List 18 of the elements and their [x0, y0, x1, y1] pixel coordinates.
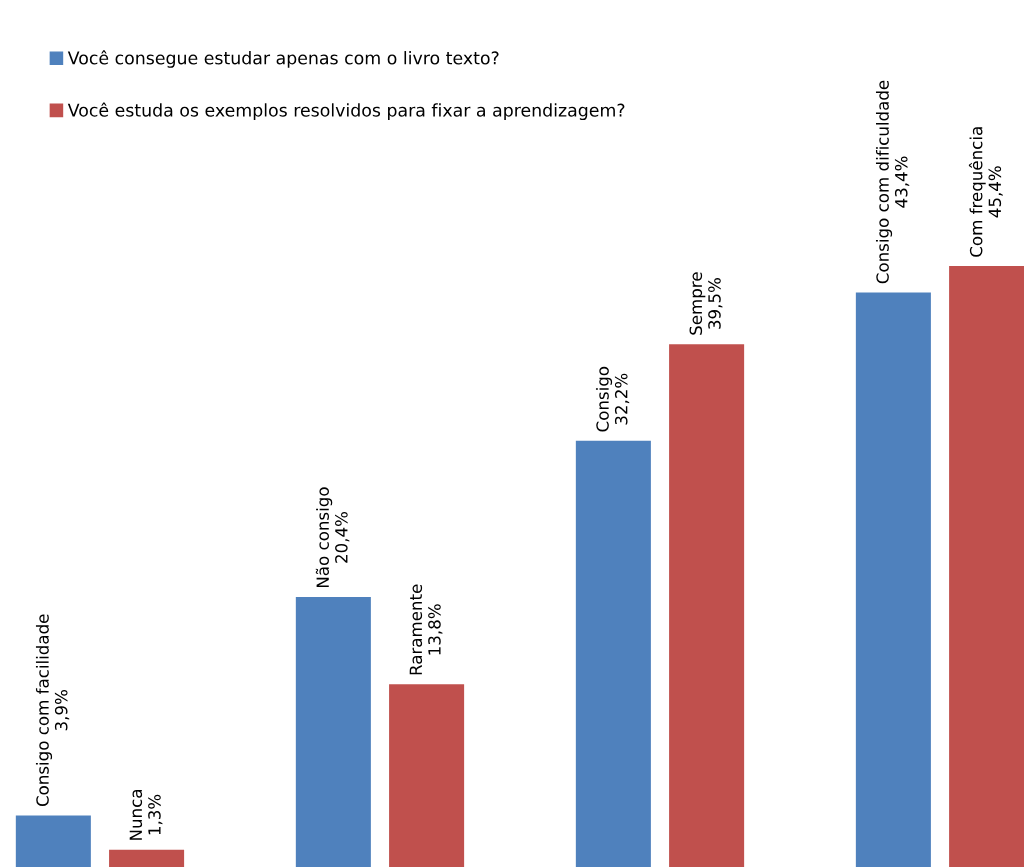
data-label: Não consigo 20,4%: [315, 487, 350, 587]
data-label: Consigo com facilidade 3,9%: [35, 614, 70, 807]
data-label: Nunca 1,3%: [129, 790, 163, 840]
bar: [575, 440, 651, 867]
data-label: Sempre 39,5%: [689, 272, 723, 335]
bar: [15, 815, 91, 867]
legend-label: Você consegue estudar apenas com o livro texto?: [67, 50, 499, 68]
data-label: Consigo com dificuldade 43,4%: [875, 80, 910, 284]
bar: [669, 344, 745, 867]
data-label: Com frequência 45,4%: [968, 127, 1003, 257]
legend-label: Você estuda os exemplos resolvidos para fixar a aprendizagem?: [67, 102, 625, 121]
bar: [109, 849, 185, 867]
bar: [389, 684, 465, 867]
data-label: Raramente 13,8%: [409, 584, 443, 675]
bar: [949, 266, 1024, 867]
bar: [855, 292, 931, 867]
bar: [295, 596, 371, 867]
data-label: Consigo 32,2%: [595, 366, 630, 432]
